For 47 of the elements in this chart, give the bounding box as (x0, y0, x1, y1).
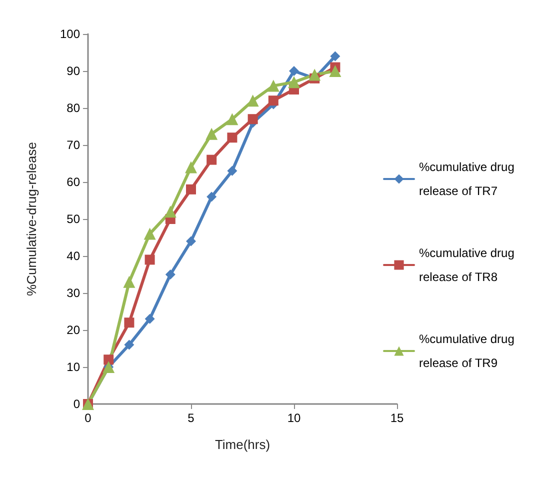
point (165, 270, 176, 280)
point (144, 228, 156, 240)
point (164, 206, 176, 218)
y-tick-label: 50 (66, 212, 80, 226)
point (186, 184, 196, 194)
point (185, 161, 197, 174)
point (308, 68, 321, 81)
y-tick-label: 70 (66, 138, 80, 152)
point (288, 76, 300, 88)
y-tick-label: 90 (66, 64, 80, 78)
point (329, 65, 342, 77)
point (248, 114, 258, 124)
x-tick-label: 15 (390, 411, 404, 425)
y-tick-label: 40 (66, 249, 80, 263)
point (226, 113, 238, 126)
point (124, 318, 134, 328)
y-tick-label: 20 (66, 323, 80, 337)
y-tick-label: 0 (73, 397, 80, 411)
point (227, 166, 238, 176)
point (144, 254, 155, 265)
x-axis-title: Time(hrs) (214, 437, 270, 452)
point (123, 276, 136, 288)
point (227, 132, 238, 143)
y-tick-label: 100 (60, 27, 80, 41)
point (144, 314, 155, 324)
point (289, 66, 299, 76)
legend-label: %cumulative drug release of TR7 (419, 160, 518, 198)
point (124, 340, 134, 350)
x-tick-label: 5 (188, 411, 195, 425)
point (246, 94, 259, 107)
y-tick-label: 60 (66, 175, 80, 189)
point (330, 51, 340, 62)
point (186, 236, 196, 246)
point (206, 128, 218, 140)
x-tick-label: 10 (287, 411, 301, 425)
y-axis-title: %Cumulative-drug-release (24, 142, 39, 296)
y-tick-label: 80 (66, 101, 80, 115)
point (267, 80, 280, 92)
legend-label: %cumulative drug release of TR8 (419, 246, 518, 284)
point (206, 192, 217, 202)
point (104, 354, 114, 365)
y-tick-label: 30 (66, 286, 80, 300)
y-tick-label: 10 (66, 360, 80, 374)
point (206, 154, 217, 165)
legend-label: %cumulative drug release of TR9 (419, 332, 518, 370)
point (268, 96, 278, 106)
x-tick-label: 0 (84, 411, 92, 425)
